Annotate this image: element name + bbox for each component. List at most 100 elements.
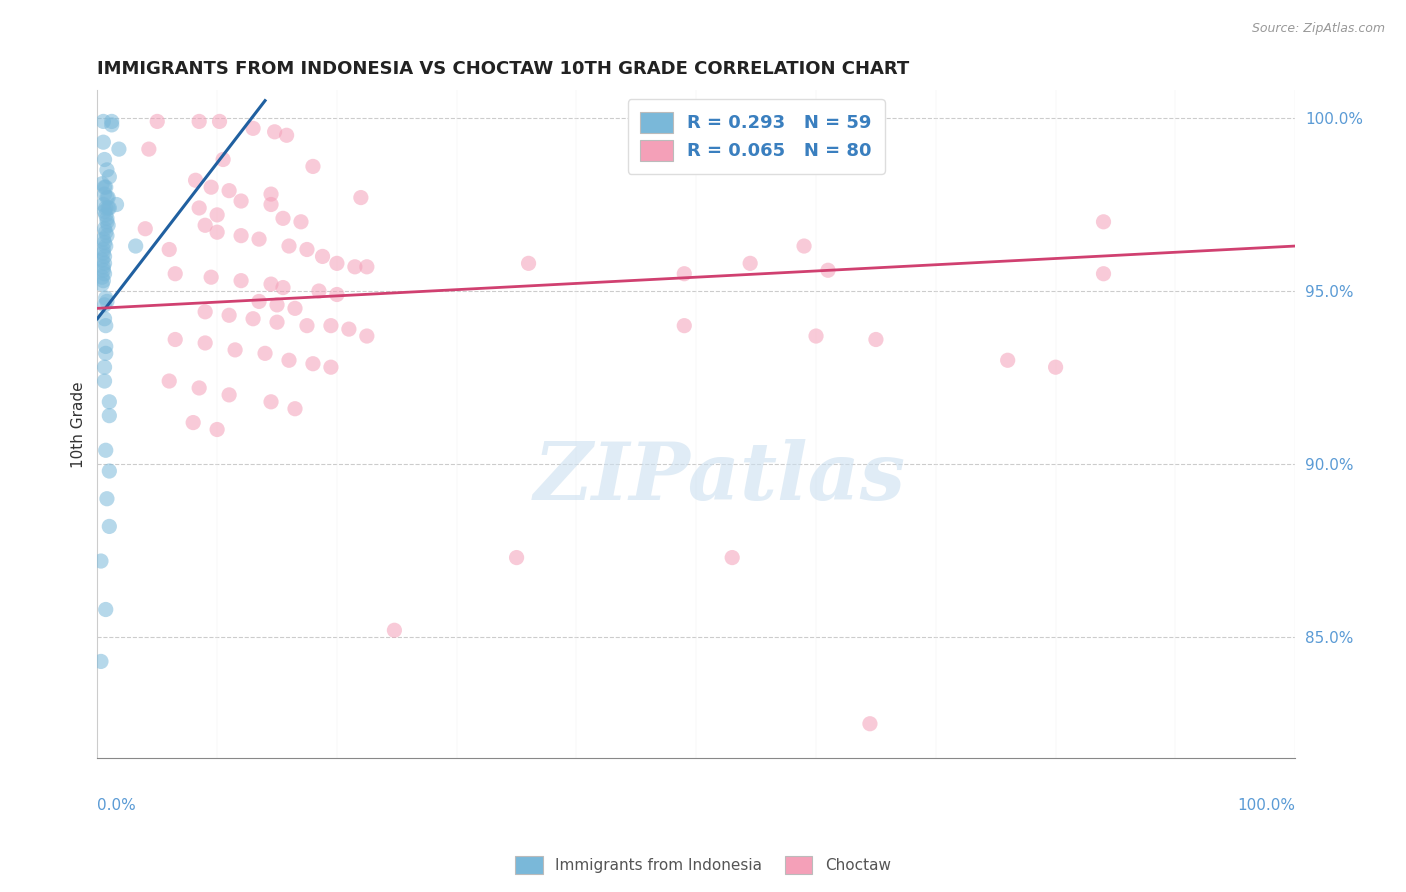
- Point: [157, 243, 180, 257]
- Point: [91, 246, 114, 260]
- Point: [302, 160, 325, 174]
- Point: [284, 401, 307, 416]
- Point: [93, 187, 115, 202]
- Point: [254, 346, 277, 360]
- Point: [266, 315, 288, 329]
- Point: [793, 239, 815, 253]
- Point: [98, 409, 121, 423]
- Point: [218, 388, 240, 402]
- Point: [290, 215, 312, 229]
- Point: [93, 221, 115, 235]
- Point: [326, 256, 349, 270]
- Point: [188, 381, 211, 395]
- Point: [91, 260, 114, 274]
- Point: [1092, 267, 1115, 281]
- Point: [308, 284, 330, 298]
- Point: [505, 550, 527, 565]
- Point: [205, 208, 228, 222]
- Point: [740, 256, 762, 270]
- Point: [98, 169, 121, 184]
- Point: [278, 353, 301, 368]
- Point: [212, 153, 235, 167]
- Text: Source: ZipAtlas.com: Source: ZipAtlas.com: [1251, 22, 1385, 36]
- Point: [98, 464, 121, 478]
- Point: [97, 219, 120, 233]
- Point: [218, 184, 240, 198]
- Legend: R = 0.293   N = 59, R = 0.065   N = 80: R = 0.293 N = 59, R = 0.065 N = 80: [628, 99, 884, 174]
- Point: [302, 357, 325, 371]
- Point: [260, 187, 283, 202]
- Point: [98, 201, 121, 215]
- Point: [350, 190, 373, 204]
- Point: [181, 416, 204, 430]
- Point: [218, 308, 240, 322]
- Point: [96, 294, 118, 309]
- Point: [271, 211, 294, 226]
- Point: [295, 318, 318, 333]
- Point: [93, 267, 115, 281]
- Point: [1045, 360, 1067, 375]
- Point: [194, 219, 217, 233]
- Point: [865, 333, 887, 347]
- Point: [260, 197, 283, 211]
- Point: [356, 260, 378, 274]
- Point: [91, 135, 114, 149]
- Point: [93, 180, 115, 194]
- Point: [165, 333, 187, 347]
- Point: [242, 311, 264, 326]
- Point: [93, 311, 115, 326]
- Point: [165, 267, 187, 281]
- Point: [96, 162, 118, 177]
- Point: [125, 239, 148, 253]
- Point: [94, 318, 117, 333]
- Point: [271, 280, 294, 294]
- Text: ZIPatlas: ZIPatlas: [534, 439, 907, 516]
- Point: [384, 624, 406, 638]
- Point: [90, 655, 112, 669]
- Point: [205, 225, 228, 239]
- Point: [673, 318, 696, 333]
- Point: [188, 114, 211, 128]
- Point: [205, 423, 228, 437]
- Text: 100.0%: 100.0%: [1237, 798, 1295, 814]
- Point: [94, 339, 117, 353]
- Point: [105, 197, 128, 211]
- Point: [229, 194, 252, 208]
- Point: [319, 360, 342, 375]
- Point: [100, 118, 122, 132]
- Point: [817, 263, 839, 277]
- Point: [91, 270, 114, 285]
- Point: [804, 329, 827, 343]
- Point: [98, 394, 121, 409]
- Point: [94, 225, 117, 239]
- Point: [98, 519, 121, 533]
- Point: [997, 353, 1019, 368]
- Point: [93, 374, 115, 388]
- Point: [94, 602, 117, 616]
- Point: [242, 121, 264, 136]
- Point: [157, 374, 180, 388]
- Point: [97, 190, 120, 204]
- Point: [319, 318, 342, 333]
- Point: [93, 204, 115, 219]
- Point: [188, 201, 211, 215]
- Point: [93, 256, 115, 270]
- Point: [96, 228, 118, 243]
- Point: [295, 243, 318, 257]
- Point: [184, 173, 207, 187]
- Point: [134, 221, 156, 235]
- Point: [247, 294, 270, 309]
- Point: [94, 443, 117, 458]
- Point: [94, 208, 117, 222]
- Point: [517, 256, 540, 270]
- Point: [208, 114, 231, 128]
- Point: [96, 190, 118, 204]
- Point: [91, 197, 114, 211]
- Point: [200, 180, 222, 194]
- Point: [91, 263, 114, 277]
- Y-axis label: 10th Grade: 10th Grade: [72, 381, 86, 467]
- Point: [91, 177, 114, 191]
- Point: [284, 301, 307, 316]
- Point: [247, 232, 270, 246]
- Text: 0.0%: 0.0%: [97, 798, 136, 814]
